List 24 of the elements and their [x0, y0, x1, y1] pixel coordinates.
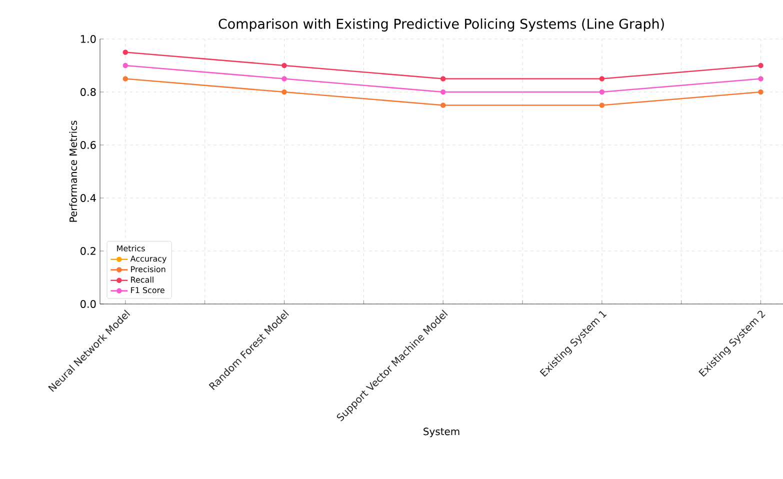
y-tick-label: 0.6: [80, 141, 96, 149]
point: [282, 76, 287, 82]
point: [122, 76, 128, 82]
point: [599, 102, 605, 108]
point: [282, 89, 287, 95]
point: [122, 62, 128, 68]
point: [758, 76, 764, 82]
chart-title: Comparison with Existing Predictive Policing Systems (Line Graph): [218, 18, 664, 32]
point: [440, 102, 446, 108]
y-tick-label: 0.8: [80, 88, 96, 96]
x-axis-title: System: [424, 428, 460, 438]
point: [282, 62, 287, 68]
y-tick-label: 0.2: [80, 247, 96, 255]
y-tick-label: 1.0: [80, 35, 96, 43]
point: [758, 89, 764, 95]
point: [122, 50, 128, 55]
y-tick-label: 0.4: [80, 194, 96, 202]
point: [440, 89, 446, 95]
point: [599, 76, 605, 82]
point: [440, 76, 446, 82]
y-axis-title: Performance Metrics: [69, 120, 78, 222]
point: [599, 89, 605, 95]
y-tick-label: 0.0: [80, 300, 96, 308]
point: [758, 62, 764, 68]
